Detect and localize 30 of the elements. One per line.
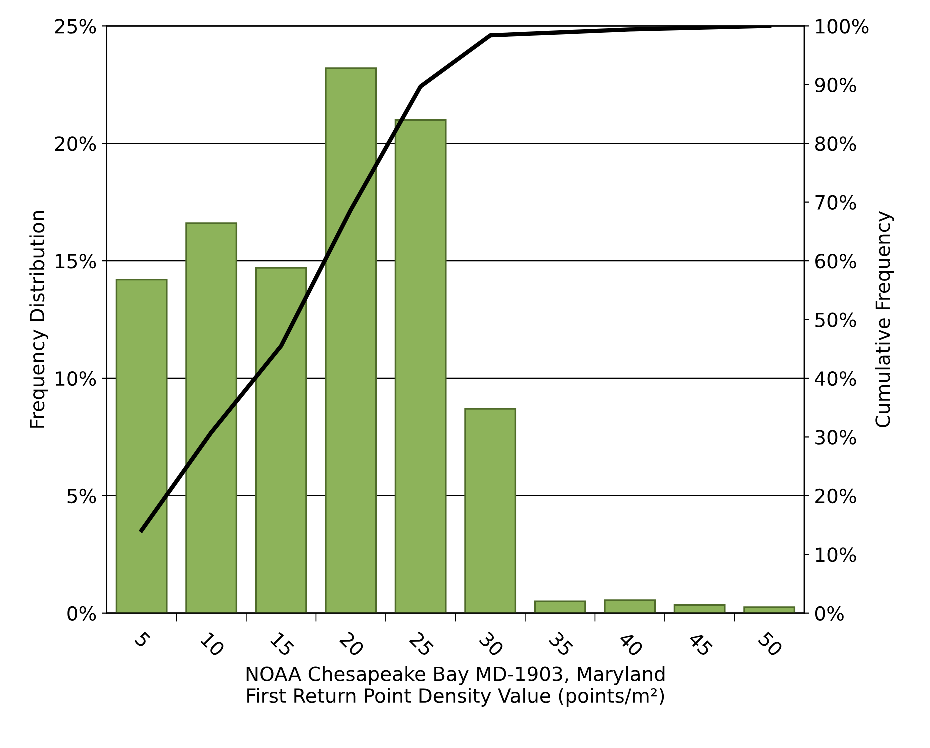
x-axis-title: NOAA Chesapeake Bay MD-1903, Maryland First Return Point Density Value (points/m²) — [246, 666, 665, 707]
y2-tick-label: 70% — [816, 195, 856, 210]
x-tick-label: 15 — [270, 632, 296, 657]
x-tick-label: 5 — [134, 632, 152, 648]
y2-tick-label: 80% — [815, 136, 856, 152]
x-tick-label: 30 — [478, 631, 505, 658]
x-tick-label: 35 — [548, 631, 574, 657]
y-axis-title: Frequency Distribution — [30, 211, 48, 428]
y2-tick-label: 0% — [815, 606, 844, 622]
x-tick-label: 50 — [758, 631, 784, 658]
y-tick-label: 5% — [68, 488, 96, 504]
x-tick-label: 20 — [339, 631, 366, 658]
y2-tick-label: 40% — [815, 371, 856, 386]
x-tick-label: 40 — [618, 630, 644, 658]
y-tick-label: 25% — [55, 19, 96, 34]
y2-tick-label: 50% — [816, 312, 856, 328]
y-tick-label: 20% — [55, 136, 96, 152]
y2-tick-label: 30% — [816, 430, 856, 445]
x-tick-label: 10 — [200, 632, 226, 658]
y2-tick-label: 20% — [816, 488, 856, 504]
x-tick-label: 45 — [688, 631, 714, 657]
y2-tick-label: 10% — [816, 548, 856, 562]
y-tick-label: 0% — [68, 606, 96, 622]
y-tick-label: 15% — [56, 254, 96, 269]
y2-tick-label: 100% — [816, 19, 869, 34]
y-tick-label: 10% — [56, 371, 96, 386]
y2-axis-title: Cumulative Frequency — [875, 212, 894, 428]
x-tick-label: 25 — [409, 631, 435, 657]
y2-tick-label: 90% — [815, 78, 856, 93]
y2-tick-label: 60% — [816, 254, 856, 269]
